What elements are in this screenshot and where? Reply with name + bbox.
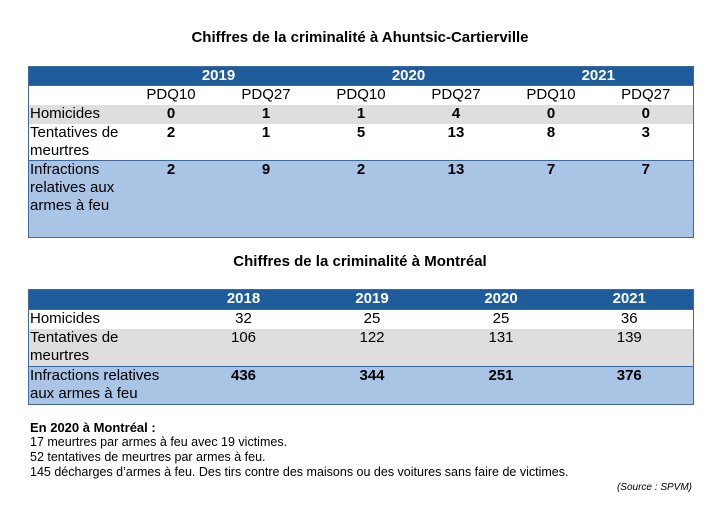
cell-value: 251 <box>436 366 566 405</box>
cell-value: 3 <box>598 124 694 161</box>
row-label: Homicides <box>28 105 124 124</box>
cell-value: 2 <box>313 160 409 238</box>
cell-value: 1 <box>218 124 314 161</box>
cell-value: 106 <box>179 329 308 367</box>
year-header-row: 2019 2020 2021 <box>28 66 694 86</box>
year-header: 2020 <box>436 289 566 310</box>
cell-value: 122 <box>307 329 437 367</box>
cell-value: 32 <box>179 309 308 329</box>
pdq-header-row: PDQ10 PDQ27 PDQ10 PDQ27 PDQ10 PDQ27 <box>28 85 694 105</box>
row-label: Tentatives de meurtres <box>28 124 124 161</box>
cell-value: 36 <box>565 309 694 329</box>
pdq-header: PDQ10 <box>503 85 599 105</box>
pdq-header: PDQ27 <box>408 85 504 105</box>
cell-value: 2 <box>123 124 219 161</box>
cell-value: 0 <box>123 105 219 124</box>
cell-value: 1 <box>313 105 409 124</box>
year-header: 2018 <box>179 289 308 310</box>
cell-value: 7 <box>598 160 694 238</box>
cell-value: 25 <box>436 309 566 329</box>
year-header: 2021 <box>565 289 694 310</box>
year-header-2020: 2020 <box>313 66 504 86</box>
cell-value: 5 <box>313 124 409 161</box>
cell-value: 2 <box>123 160 219 238</box>
row-label: Tentatives de meurtres <box>28 329 180 367</box>
row-label: Infractions relatives aux armes à feu <box>28 366 180 405</box>
year-header: 2019 <box>307 289 437 310</box>
cell-value: 344 <box>307 366 437 405</box>
header-empty-cell <box>28 289 180 310</box>
montreal-crime-table: 2018 2019 2020 2021 Homicides 32 25 25 3… <box>28 289 694 405</box>
table-row-tentatives: Tentatives de meurtres 2 1 5 13 8 3 <box>28 124 694 161</box>
cell-value: 9 <box>218 160 314 238</box>
cell-value: 13 <box>408 160 504 238</box>
pdq-header: PDQ10 <box>313 85 409 105</box>
pdq-header: PDQ27 <box>218 85 314 105</box>
cell-value: 13 <box>408 124 504 161</box>
pdq-header: PDQ27 <box>598 85 694 105</box>
notes-block: En 2020 à Montréal : 17 meurtres par arm… <box>30 420 568 480</box>
row-label: Infractions relatives aux armes à feu <box>28 160 124 238</box>
table1-title: Chiffres de la criminalité à Ahuntsic-Ca… <box>191 29 529 46</box>
row-label: Homicides <box>28 309 180 329</box>
header-empty-cell <box>28 66 124 86</box>
table-row-infractions: Infractions relatives aux armes à feu 43… <box>28 366 694 405</box>
table2-title: Chiffres de la criminalité à Montréal <box>233 253 487 270</box>
ahuntsic-crime-table: 2019 2020 2021 PDQ10 PDQ27 PDQ10 PDQ27 P… <box>28 66 694 238</box>
table-row-infractions: Infractions relatives aux armes à feu 2 … <box>28 160 694 238</box>
table-row-homicides: Homicides 0 1 1 4 0 0 <box>28 105 694 124</box>
year-header-2021: 2021 <box>503 66 694 86</box>
table-row-tentatives: Tentatives de meurtres 106 122 131 139 <box>28 329 694 367</box>
cell-value: 1 <box>218 105 314 124</box>
subheader-empty-cell <box>28 85 124 105</box>
notes-heading: En 2020 à Montréal : <box>30 420 156 435</box>
cell-value: 0 <box>503 105 599 124</box>
year-header-2019: 2019 <box>123 66 314 86</box>
source-credit: (Source : SPVM) <box>616 482 692 493</box>
cell-value: 139 <box>565 329 694 367</box>
cell-value: 131 <box>436 329 566 367</box>
notes-line: 17 meurtres par armes à feu avec 19 vict… <box>30 435 288 449</box>
cell-value: 436 <box>179 366 308 405</box>
notes-line: 52 tentatives de meurtres par armes à fe… <box>30 450 266 464</box>
table-row-homicides: Homicides 32 25 25 36 <box>28 309 694 329</box>
cell-value: 7 <box>503 160 599 238</box>
cell-value: 8 <box>503 124 599 161</box>
cell-value: 25 <box>307 309 437 329</box>
year-header-row: 2018 2019 2020 2021 <box>28 289 694 310</box>
pdq-header: PDQ10 <box>123 85 219 105</box>
cell-value: 0 <box>598 105 694 124</box>
cell-value: 4 <box>408 105 504 124</box>
notes-line: 145 décharges d’armes à feu. Des tirs co… <box>30 465 569 479</box>
cell-value: 376 <box>565 366 694 405</box>
